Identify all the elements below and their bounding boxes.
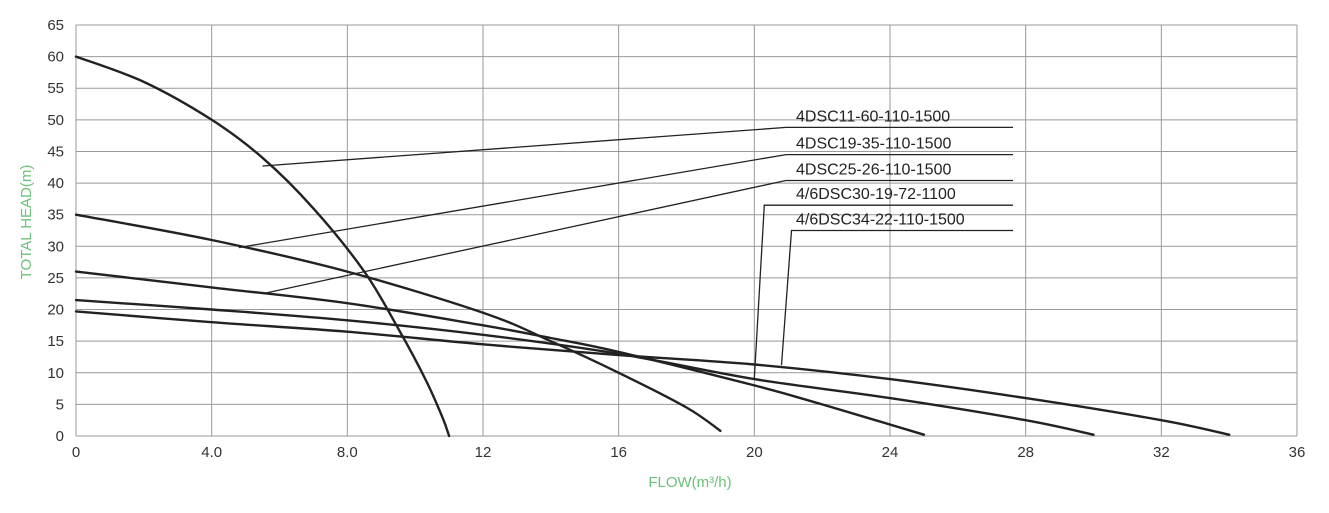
x-tick-label: 12 — [475, 444, 492, 461]
legend-label-4: 4/6DSC30-19-72-1100 — [796, 186, 956, 203]
y-tick-label: 60 — [47, 49, 64, 66]
y-tick-label: 65 — [47, 17, 64, 34]
curve-series-5 — [74, 310, 1231, 436]
x-tick-label: 36 — [1289, 444, 1306, 461]
callout-leader-2 — [238, 153, 1013, 249]
callout-leader-4 — [753, 204, 1013, 380]
x-axis-label: FLOW(m³/h) — [648, 474, 731, 491]
x-tick-label: 4.0 — [201, 444, 222, 461]
x-tick-label: 16 — [610, 444, 627, 461]
curve-series-3 — [74, 270, 926, 436]
legend-label-3: 4DSC25-26-110-1500 — [796, 162, 951, 179]
curve-series-2 — [74, 213, 722, 433]
x-tick-label: 0 — [72, 444, 80, 461]
curve-series-4 — [74, 298, 1095, 436]
callout-leader-5 — [780, 229, 1013, 366]
grid-lines — [75, 24, 1298, 437]
y-tick-labels: 0 5 10 15 20 25 30 35 40 45 50 55 60 65 — [47, 17, 64, 445]
y-tick-label: 40 — [47, 175, 64, 192]
callout-leader-3 — [262, 179, 1013, 295]
y-axis-label: TOTAL HEAD(m) — [18, 165, 35, 280]
legend-callouts: 4DSC11-60-110-1500 4DSC19-35-110-1500 4DSC… — [238, 108, 1013, 380]
x-tick-labels: 0 4.0 8.0 12 16 20 24 28 32 36 — [72, 444, 1306, 461]
legend-label-2: 4DSC19-35-110-1500 — [796, 136, 951, 153]
x-tick-label: 8.0 — [337, 444, 358, 461]
curve-series-1 — [74, 55, 451, 438]
y-tick-label: 5 — [56, 396, 64, 413]
x-tick-label: 28 — [1017, 444, 1034, 461]
callout-leader-1 — [262, 126, 1013, 167]
y-tick-label: 25 — [47, 270, 64, 287]
y-tick-label: 55 — [47, 80, 64, 97]
x-tick-label: 32 — [1153, 444, 1170, 461]
y-tick-label: 10 — [47, 365, 64, 382]
y-tick-label: 35 — [47, 207, 64, 224]
legend-label-1: 4DSC11-60-110-1500 — [796, 108, 950, 125]
y-tick-label: 15 — [47, 333, 64, 350]
y-tick-label: 20 — [47, 302, 64, 319]
y-tick-label: 0 — [56, 428, 64, 445]
x-tick-label: 20 — [746, 444, 763, 461]
y-tick-label: 50 — [47, 112, 64, 129]
legend-label-5: 4/6DSC34-22-110-1500 — [796, 212, 965, 229]
y-tick-label: 30 — [47, 238, 64, 255]
x-tick-label: 24 — [882, 444, 899, 461]
y-tick-label: 45 — [47, 143, 64, 160]
performance-curves — [74, 55, 1231, 438]
